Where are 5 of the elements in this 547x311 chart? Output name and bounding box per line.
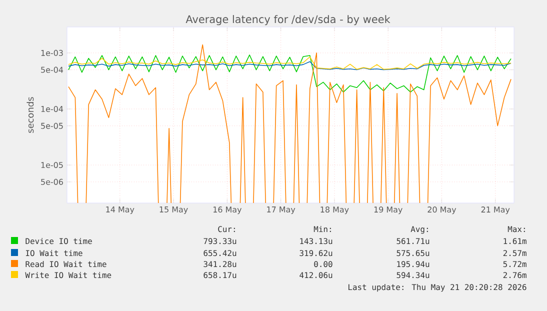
- chart-title: Average latency for /dev/sda - by week: [186, 15, 390, 26]
- line-series: [68, 56, 512, 70]
- y-axis-title: seconds: [26, 97, 34, 133]
- line-series: [68, 54, 512, 92]
- line-series: [68, 61, 512, 70]
